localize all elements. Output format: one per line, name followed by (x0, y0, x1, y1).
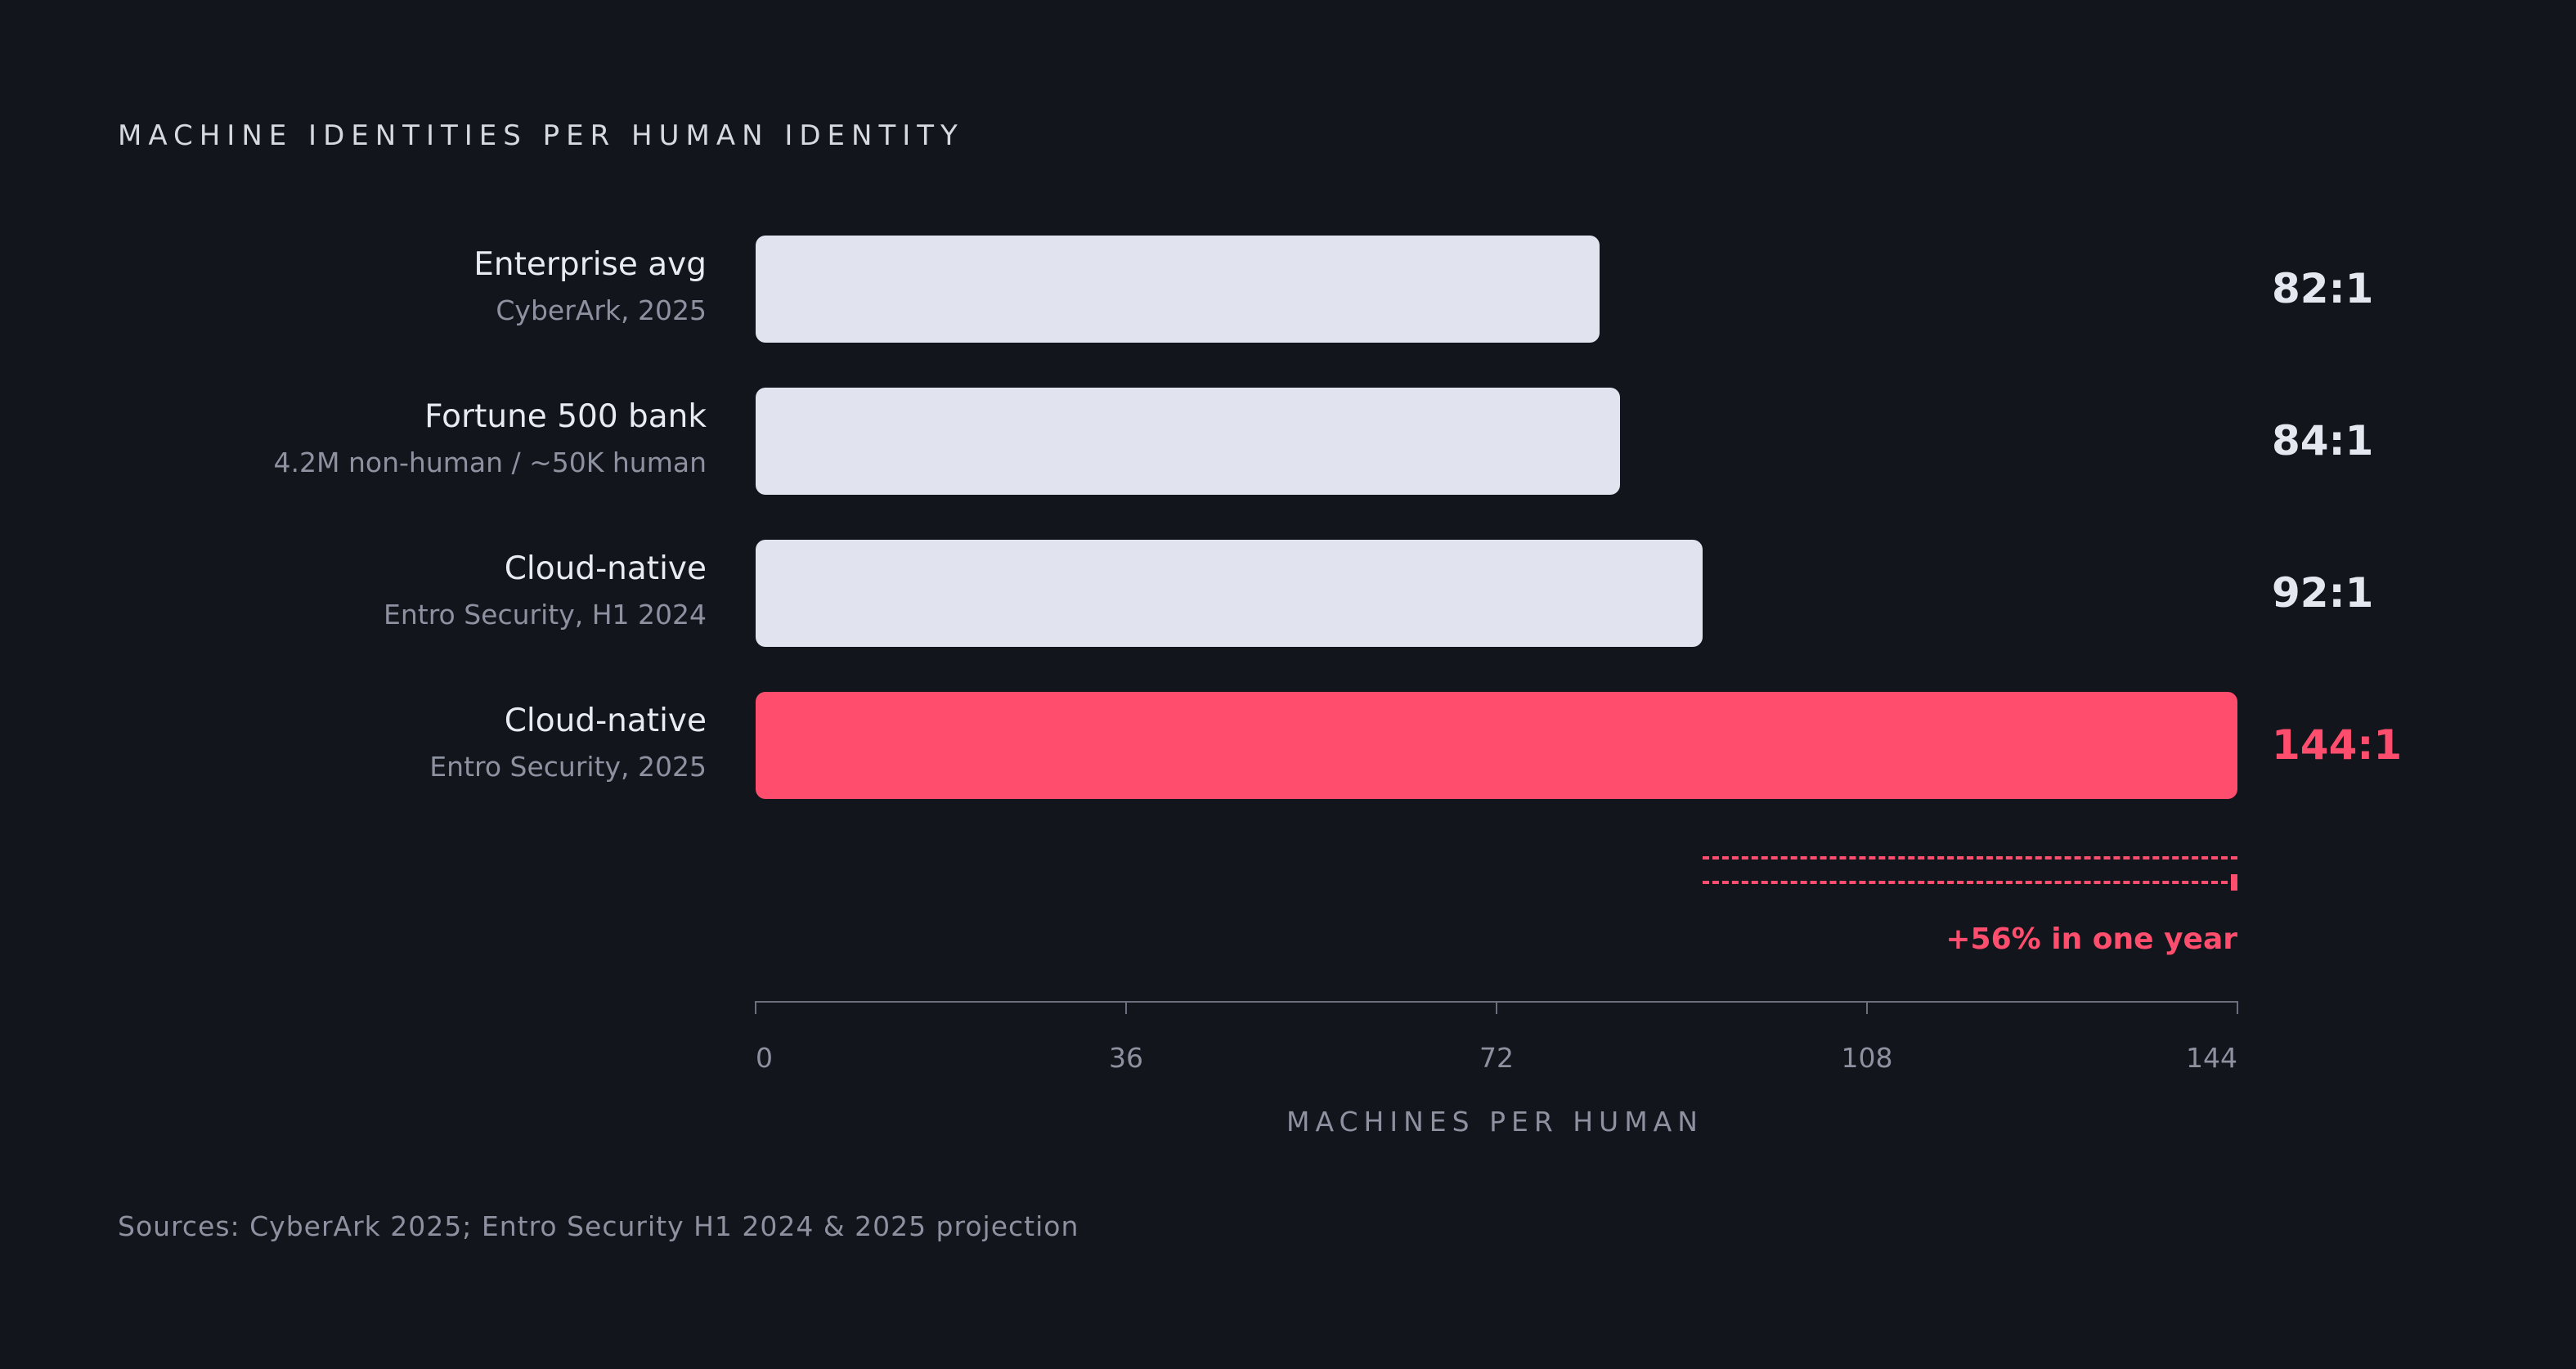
row-source: CyberArk, 2025 (496, 294, 707, 326)
x-tick (1125, 1001, 1127, 1014)
growth-dash-bottom (1702, 881, 2237, 884)
row-name: Cloud-native (504, 550, 707, 587)
row-name: Cloud-native (504, 702, 707, 739)
chart-title: MACHINE IDENTITIES PER HUMAN IDENTITY (118, 119, 964, 152)
growth-dash-top (1702, 856, 2237, 860)
row-source: Entro Security, 2025 (429, 751, 707, 783)
row-label: Enterprise avg CyberArk, 2025 (473, 245, 707, 330)
x-tick (1496, 1001, 1497, 1014)
x-tick-label: 72 (1479, 1042, 1514, 1074)
bar (756, 236, 1600, 343)
growth-arrow-cap (2231, 874, 2237, 891)
row-name: Fortune 500 bank (424, 398, 707, 435)
row-source: 4.2M non-human / ~50K human (273, 447, 707, 478)
x-tick-label: 36 (1109, 1042, 1143, 1074)
row-label: Cloud-native Entro Security, H1 2024 (384, 550, 707, 635)
value-label: 144:1 (2272, 721, 2403, 769)
row-label: Fortune 500 bank 4.2M non-human / ~50K hu… (274, 397, 707, 483)
row-name: Enterprise avg (473, 246, 707, 283)
x-tick (755, 1001, 756, 1014)
bar (756, 692, 2237, 799)
x-tick (2237, 1001, 2238, 1014)
growth-annotation: +56% in one year (1945, 922, 2237, 956)
x-tick (1866, 1001, 1868, 1014)
bar (756, 540, 1703, 647)
sources-note: Sources: CyberArk 2025; Entro Security H… (118, 1210, 1079, 1242)
x-tick-label: 0 (756, 1042, 773, 1074)
value-label: 82:1 (2272, 265, 2374, 312)
row-label: Cloud-native Entro Security, 2025 (429, 702, 707, 787)
row-source: Entro Security, H1 2024 (383, 599, 707, 631)
x-tick-label: 144 (2186, 1042, 2237, 1074)
x-tick-label: 108 (1841, 1042, 1893, 1074)
x-axis-title: MACHINES PER HUMAN (1286, 1106, 1703, 1138)
value-label: 84:1 (2272, 417, 2374, 465)
bar (756, 388, 1620, 495)
value-label: 92:1 (2272, 569, 2374, 617)
